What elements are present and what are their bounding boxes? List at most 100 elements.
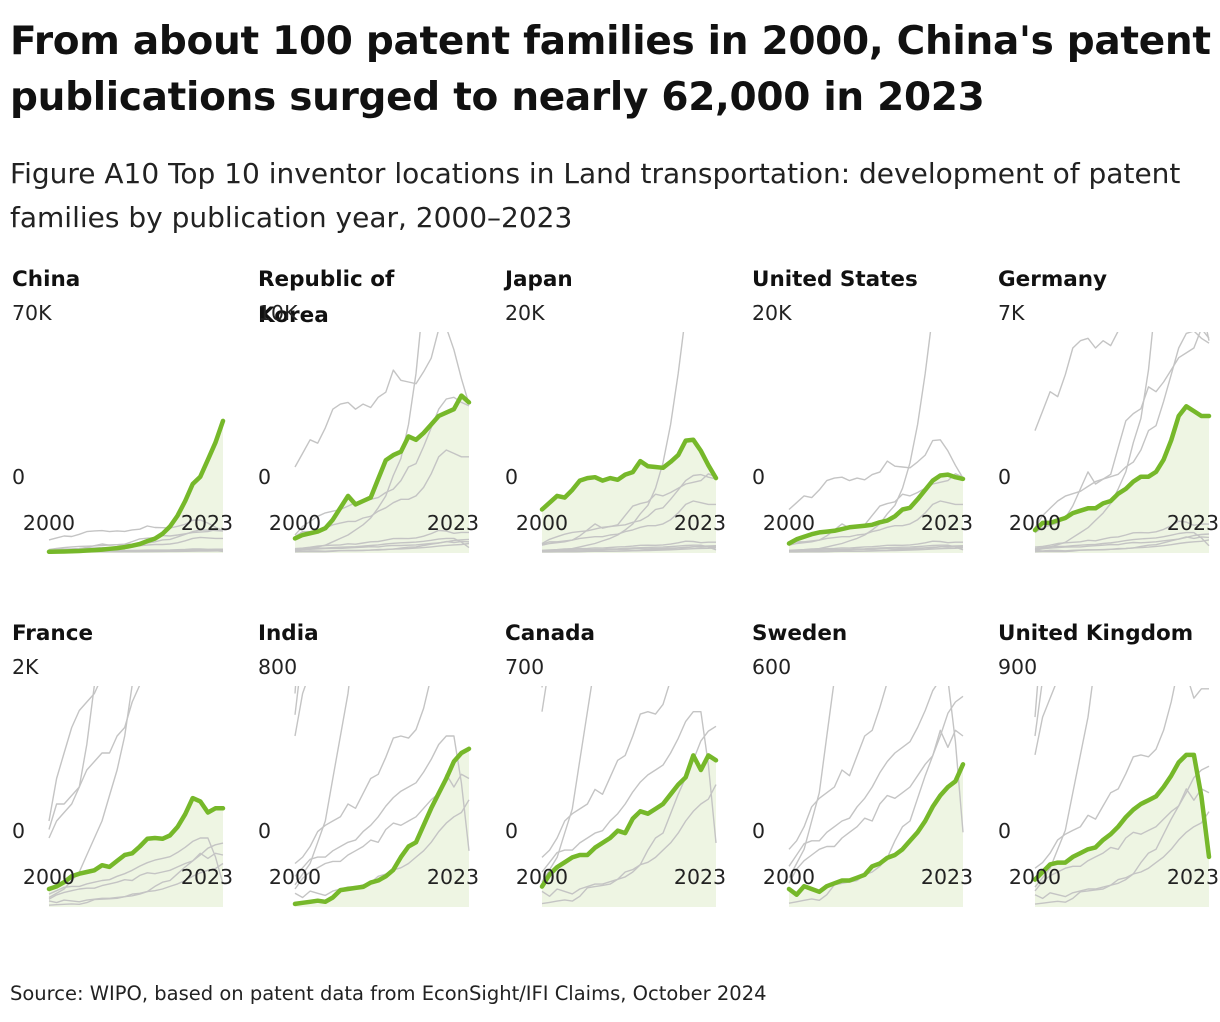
plot-area [292,686,472,907]
panel-united-kingdom: 900 0 2000 2023 [998,655,1219,907]
context-line-sweden [541,547,717,553]
context-line-france [788,686,887,850]
context-line-united-kingdom [788,544,964,552]
chart-title: From about 100 patent families in 2000, … [10,19,1211,120]
context-line-sweden [294,542,470,553]
plot-area [1032,332,1212,553]
plot-area [46,418,226,554]
series-line-japan [539,437,719,512]
context-line-france [541,540,716,551]
y-tick-zero-china: 0 [12,465,25,489]
context-line-germany [541,500,716,545]
y-tick-top-china: 70K [12,301,52,325]
area-germany [1035,406,1209,553]
panel-india: 800 0 2000 2023 [258,655,479,907]
context-line-united-kingdom [294,537,470,551]
x-tick-end-germany: 2023 [1167,511,1219,535]
context-line-china [788,686,835,879]
plot-area [786,686,966,907]
panel-united-states: 20K 0 2000 2023 [752,301,973,553]
area-india [295,748,469,907]
y-tick-top-sweden: 600 [752,655,791,679]
context-line-france [1034,686,1209,869]
x-tick-end-united-states: 2023 [921,511,973,535]
panel-title-canada: Canada [505,621,595,646]
area-china [49,420,223,553]
context-line-germany [48,686,141,830]
x-tick-start-united-states: 2000 [763,511,815,535]
context-line-canada [788,729,964,884]
x-tick-end-united-kingdom: 2023 [1167,865,1219,889]
context-line-china [1034,686,1093,888]
series-line-china [46,418,226,554]
context-line-united-kingdom [788,686,964,867]
plot-area [539,686,719,907]
context-line-united-kingdom [541,544,717,552]
panel-title-india: India [258,621,319,646]
series-line-canada [539,753,719,889]
y-tick-top-republic-of-korea: 10K [258,301,298,325]
panel-title-france: France [12,621,94,646]
context-line-united-states [1034,332,1210,529]
context-line-united-kingdom [541,711,717,873]
area-united-kingdom [1035,754,1209,907]
context-line-united-kingdom [1034,531,1210,550]
series-line-france [46,795,226,892]
context-line-canada [1034,788,1210,892]
context-line-united-kingdom [48,837,224,895]
x-tick-start-china: 2000 [23,511,75,535]
y-tick-top-germany: 7K [998,301,1025,325]
x-tick-start-republic-of-korea: 2000 [269,511,321,535]
panel-title-china: China [12,267,81,292]
panel-france: 2K 0 2000 2023 [12,655,233,907]
y-tick-top-india: 800 [258,655,297,679]
context-line-japan [294,332,470,468]
context-line-sweden [294,799,470,899]
y-tick-zero-united-states: 0 [752,465,765,489]
context-line-united-states [294,396,470,536]
context-line-united-states [541,473,717,545]
x-tick-end-japan: 2023 [674,511,726,535]
context-line-france [541,686,670,858]
plot-area [292,332,472,553]
y-tick-zero-canada: 0 [505,819,518,843]
y-tick-top-canada: 700 [505,655,544,679]
context-line-canada [48,852,224,900]
x-tick-end-sweden: 2023 [921,865,973,889]
panel-title-republic-of-korea: Republic of Korea [258,267,395,328]
area-united-states [789,474,963,553]
context-line-china [541,686,593,883]
area-japan [542,439,716,553]
y-tick-zero-sweden: 0 [752,819,765,843]
x-tick-end-canada: 2023 [674,865,726,889]
x-tick-end-india: 2023 [427,865,479,889]
context-line-sweden [48,862,224,904]
panel-title-sweden: Sweden [752,621,848,646]
panel-title-germany: Germany [998,267,1108,292]
plot-area [1032,686,1212,907]
area-sweden [789,764,963,907]
context-line-sweden [1034,811,1210,900]
panel-japan: 20K 0 2000 2023 [505,301,726,553]
series-line-united-kingdom [1032,752,1212,882]
plot-area [786,332,966,553]
x-tick-start-germany: 2000 [1009,511,1061,535]
context-line-france [788,540,963,551]
plot-area [539,332,719,553]
y-tick-zero-japan: 0 [505,465,518,489]
series-line-republic-of-korea [292,393,472,541]
panel-title-japan: Japan [505,267,573,292]
panel-germany: 7K 0 2000 2023 [998,301,1219,553]
panel-sweden: 600 0 2000 2023 [752,655,973,907]
y-tick-zero-united-kingdom: 0 [998,819,1011,843]
x-tick-start-canada: 2000 [516,865,568,889]
source-note: Source: WIPO, based on patent data from … [10,982,767,1005]
y-tick-top-japan: 20K [505,301,545,325]
panel-china: 70K 0 2000 2023 [12,301,233,554]
context-line-japan [48,519,224,541]
y-tick-zero-republic-of-korea: 0 [258,465,271,489]
context-line-japan [1034,332,1210,431]
x-tick-end-china: 2023 [181,511,233,535]
context-line-germany [788,500,963,545]
x-tick-end-france: 2023 [181,865,233,889]
